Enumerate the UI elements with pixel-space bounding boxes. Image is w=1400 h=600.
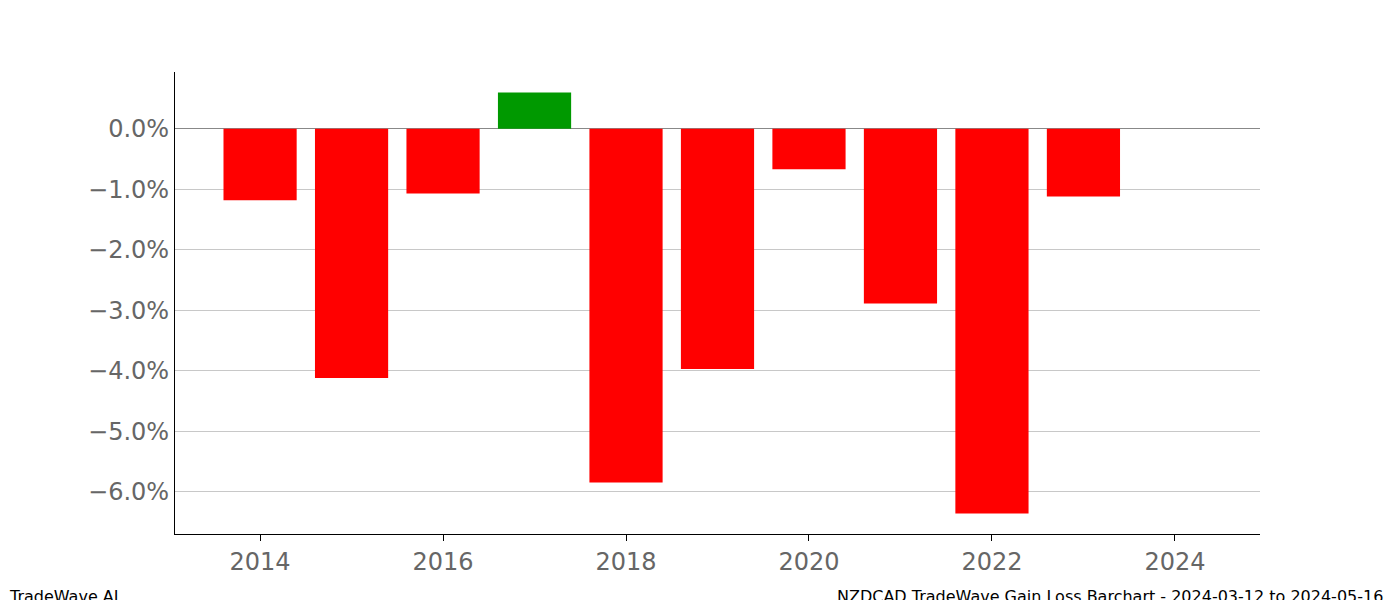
svg-text:2016: 2016 [413, 548, 474, 576]
svg-text:2020: 2020 [778, 548, 839, 576]
svg-text:2024: 2024 [1144, 548, 1205, 576]
svg-text:−6.0%: −6.0% [88, 478, 169, 506]
svg-text:2014: 2014 [230, 548, 291, 576]
svg-text:2018: 2018 [595, 548, 656, 576]
svg-text:0.0%: 0.0% [108, 115, 169, 143]
svg-text:−1.0%: −1.0% [88, 176, 169, 204]
svg-text:−2.0%: −2.0% [88, 236, 169, 264]
svg-text:−4.0%: −4.0% [88, 357, 169, 385]
svg-text:−5.0%: −5.0% [88, 418, 169, 446]
svg-text:2022: 2022 [961, 548, 1022, 576]
svg-text:TradeWave.AI: TradeWave.AI [9, 587, 118, 600]
svg-text:−3.0%: −3.0% [88, 297, 169, 325]
svg-text:NZDCAD TradeWave Gain Loss Bar: NZDCAD TradeWave Gain Loss Barchart - 20… [837, 587, 1383, 600]
